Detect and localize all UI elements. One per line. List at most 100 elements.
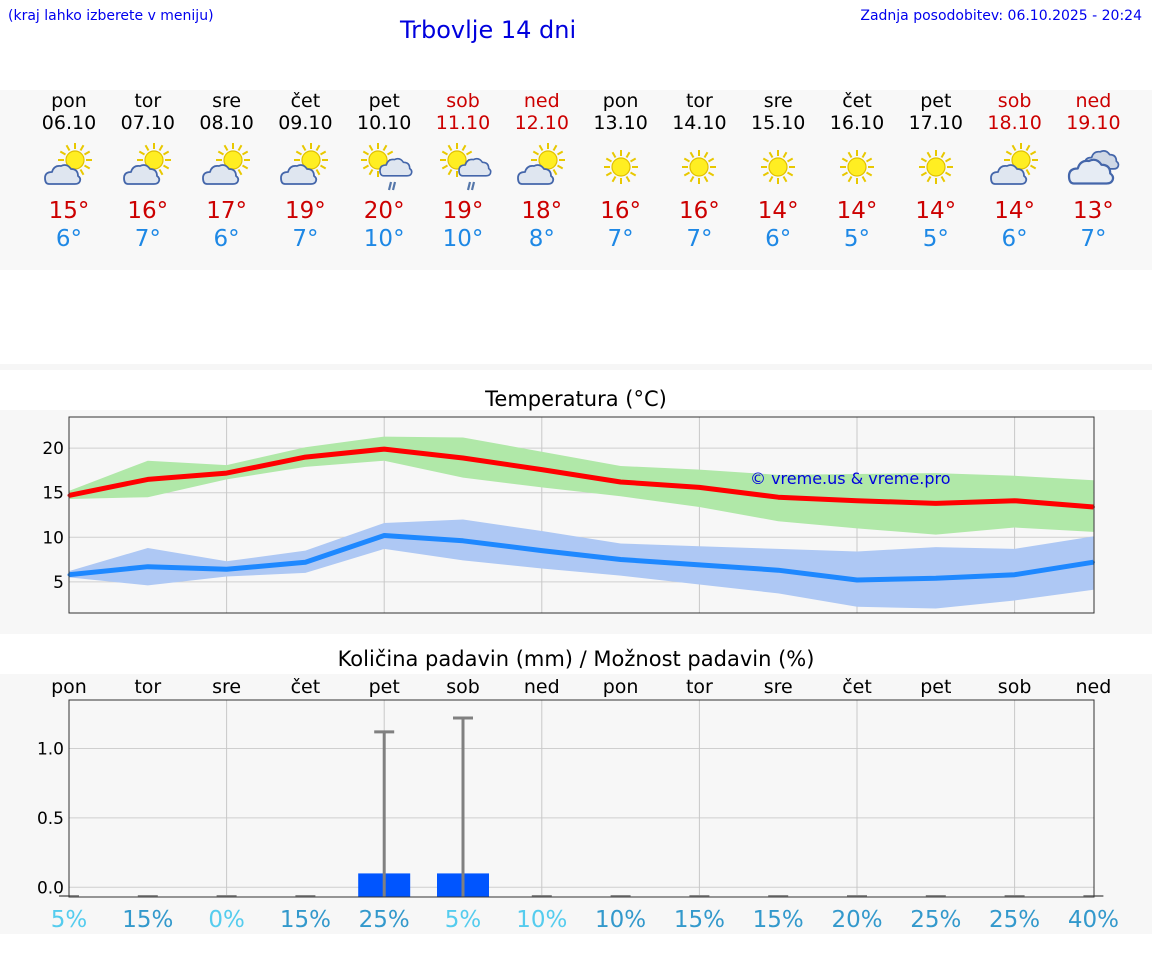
page-title: Trbovlje 14 dni [400, 16, 577, 44]
min-temperature: 6° [1001, 226, 1028, 252]
x-category-label: ned [1076, 676, 1112, 698]
precipitation-probability-label: 15% [280, 907, 331, 933]
precipitation-probability-label: 15% [674, 907, 725, 933]
day-date: 14.10 [672, 112, 727, 134]
day-column: sob 11.10 19° 10° [423, 90, 503, 253]
max-temperature: 16° [679, 198, 720, 224]
day-date: 11.10 [435, 112, 491, 134]
partly-cloudy-icon [201, 143, 250, 185]
day-name: pon [51, 90, 87, 112]
min-temperature: 7° [292, 226, 319, 252]
max-temperature: 19° [285, 198, 326, 224]
max-temperature: 14° [836, 198, 878, 224]
max-temperature-point [303, 455, 307, 459]
day-column: čet 16.10 14° 5° [817, 90, 897, 253]
min-temperature-point [934, 576, 938, 580]
day-date: 08.10 [199, 112, 254, 134]
precipitation-probability-label: 5% [445, 907, 482, 933]
day-name: pet [920, 90, 952, 112]
day-column: pon 13.10 16° 7° [581, 90, 661, 253]
precipitation-probability-label: 25% [989, 907, 1040, 933]
x-category-label: čet [291, 676, 321, 698]
partly-cloudy-icon [122, 143, 171, 185]
min-temperature: 5° [843, 226, 871, 252]
day-column: sre 15.10 14° 6° [738, 90, 818, 253]
day-date: 15.10 [750, 112, 806, 134]
max-temperature-point [619, 480, 623, 484]
max-temperature: 15° [48, 198, 90, 224]
max-temperature: 17° [206, 198, 247, 224]
max-temperature-point [540, 468, 544, 472]
day-column: sre 08.10 17° 6° [187, 90, 267, 253]
min-temperature-point [303, 560, 307, 564]
precipitation-probability-label: 15% [753, 907, 804, 933]
max-temperature-point [225, 471, 229, 475]
sun-icon [918, 150, 953, 184]
min-temperature-point [540, 549, 544, 553]
day-date: 16.10 [829, 112, 885, 134]
sun-icon [761, 150, 796, 184]
min-temperature: 5° [922, 226, 949, 252]
partly-cloudy-icon [989, 143, 1038, 185]
day-date: 18.10 [987, 112, 1042, 134]
x-category-label: pet [920, 676, 951, 698]
day-date: 07.10 [120, 112, 175, 134]
day-name: čet [290, 90, 321, 112]
min-temperature: 7° [1080, 226, 1107, 252]
day-date: 09.10 [278, 112, 333, 134]
last-updated: Zadnja posodobitev: 06.10.2025 - 20:24 [860, 8, 1142, 24]
partly-cloudy-icon [44, 143, 92, 185]
min-temperature: 6° [765, 226, 792, 252]
max-temperature-point [934, 501, 938, 505]
min-temperature: 10° [442, 226, 484, 252]
min-temperature: 7° [134, 226, 161, 252]
sun-icon [840, 150, 874, 184]
cloudy-icon [1068, 150, 1120, 185]
day-name: sre [763, 90, 793, 112]
min-temperature-point [619, 558, 623, 562]
min-temperature: 7° [686, 226, 713, 252]
day-column: sob 18.10 14° 6° [975, 90, 1055, 253]
day-date: 17.10 [908, 112, 963, 134]
max-temperature-point [461, 456, 465, 460]
x-category-label: pet [369, 676, 400, 698]
day-date: 19.10 [1066, 112, 1121, 134]
day-date: 10.10 [356, 112, 412, 134]
daily-forecast-panel: pon 06.10 15° 6° tor 07.10 16° 7° sre 08.10 17° 6° č… [0, 90, 1152, 270]
min-temperature-point [461, 539, 465, 543]
y-tick-label: 0.0 [37, 878, 64, 898]
precipitation-probability-label: 10% [516, 907, 567, 933]
location-hint[interactable]: (kraj lahko izberete v meniju) [8, 8, 214, 24]
x-category-label: tor [686, 676, 713, 698]
max-temperature-point [697, 485, 701, 489]
partly-cloudy-icon [516, 143, 565, 185]
temperature-chart-title: Temperatura (°C) [485, 387, 667, 411]
day-column: tor 14.10 16° 7° [659, 90, 739, 253]
x-category-label: ned [524, 676, 560, 698]
x-category-label: sob [446, 676, 480, 698]
min-temperature-point [776, 568, 780, 572]
min-temperature-point [855, 578, 859, 582]
min-temperature: 7° [607, 226, 634, 252]
min-temperature-point [225, 567, 229, 571]
precipitation-probability-label: 40% [1068, 907, 1119, 933]
sun-rain-icon [440, 143, 492, 191]
min-temperature-line [68, 533, 1094, 583]
max-temperature: 18° [521, 198, 563, 224]
sun-rain-icon [361, 143, 413, 191]
max-temperature: 19° [442, 198, 484, 224]
y-tick-label: 1.0 [37, 740, 64, 760]
y-tick-label: 20 [42, 439, 64, 459]
min-temperature: 6° [213, 226, 240, 252]
plot-frame [68, 416, 1095, 614]
x-category-label: sre [212, 676, 241, 698]
x-category-label: sre [764, 676, 793, 698]
x-category-label: pon [603, 676, 639, 698]
max-temperature-range-band [69, 436, 1094, 535]
x-category-label: sob [998, 676, 1032, 698]
min-temperature-point [697, 563, 701, 567]
min-temperature: 6° [55, 226, 83, 252]
max-temperature: 14° [994, 198, 1035, 224]
day-column: tor 07.10 16° 7° [108, 90, 188, 253]
precipitation-probability-label: 25% [910, 907, 961, 933]
